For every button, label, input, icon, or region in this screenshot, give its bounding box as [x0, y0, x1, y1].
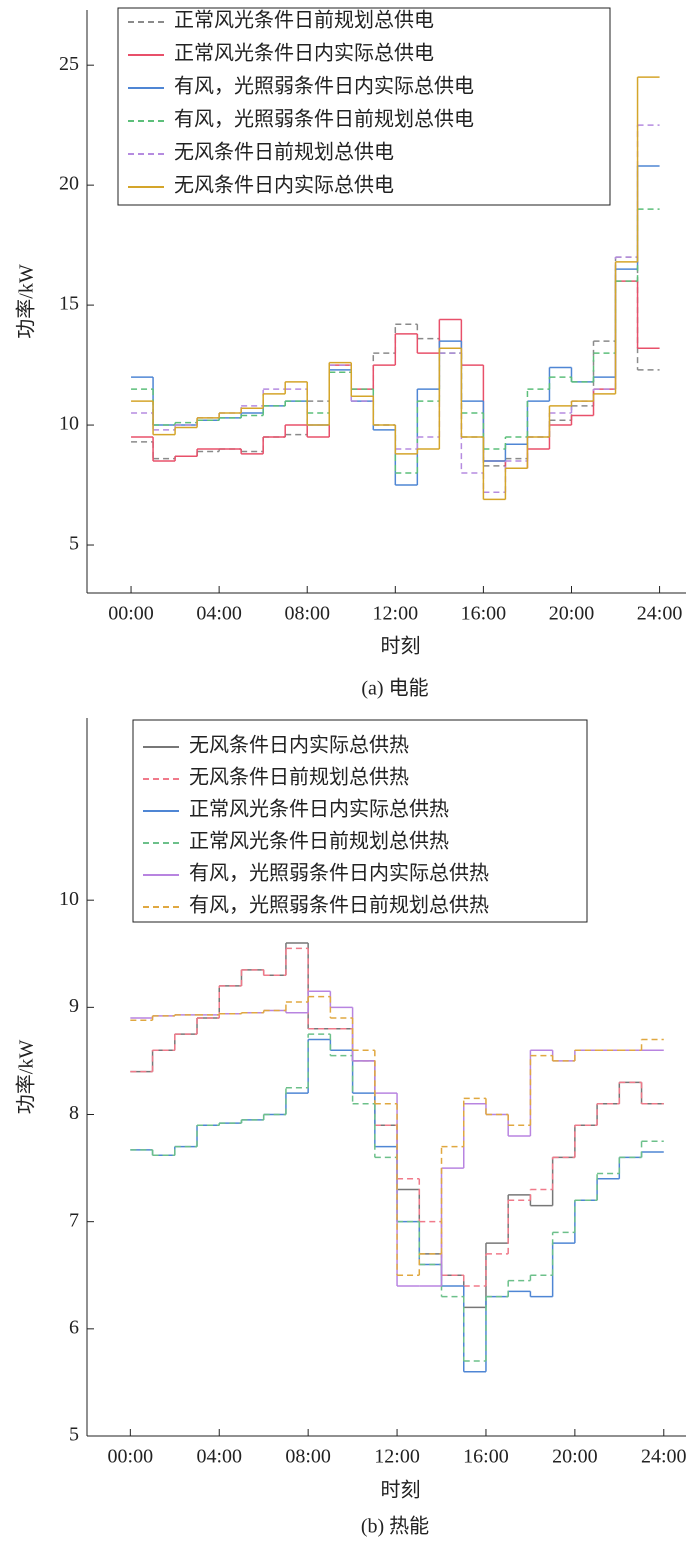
legend-label: 无风条件日内实际总供电 — [174, 174, 394, 197]
legend-label: 无风条件日内实际总供热 — [189, 734, 409, 757]
legend-label: 正常风光条件日内实际总供热 — [189, 798, 449, 821]
y-tick-label: 9 — [69, 995, 79, 1017]
x-tick-label: 24:00 — [641, 1446, 687, 1468]
x-axis-label: 时刻 — [381, 635, 421, 658]
x-tick-label: 08:00 — [284, 603, 330, 625]
x-tick-label: 16:00 — [461, 603, 507, 625]
x-tick-label: 12:00 — [374, 1446, 420, 1468]
x-tick-label: 12:00 — [373, 603, 419, 625]
y-tick-label: 5 — [69, 533, 79, 555]
legend-box — [132, 719, 588, 923]
x-tick-label: 20:00 — [552, 1446, 598, 1468]
x-tick-label: 16:00 — [463, 1446, 509, 1468]
y-tick-label: 7 — [69, 1209, 79, 1231]
x-tick-label: 24:00 — [637, 603, 683, 625]
legend-box — [117, 7, 611, 206]
x-tick-label: 00:00 — [108, 1446, 154, 1468]
y-tick-label: 6 — [69, 1316, 79, 1338]
legend-label: 无风条件日前规划总供热 — [189, 766, 409, 789]
y-tick-label: 8 — [69, 1102, 79, 1124]
legend-label: 有风，光照弱条件日内实际总供热 — [189, 862, 489, 885]
x-tick-label: 04:00 — [196, 1446, 242, 1468]
y-tick-label: 10 — [59, 888, 79, 910]
legend-label: 有风，光照弱条件日前规划总供电 — [174, 108, 474, 131]
y-tick-label: 20 — [59, 173, 79, 195]
caption: (a) 电能 — [361, 677, 428, 700]
y-axis-label: 功率/kW — [15, 1040, 38, 1115]
legend-label: 正常风光条件日前规划总供热 — [189, 830, 449, 853]
y-tick-label: 25 — [59, 53, 79, 75]
legend-label: 无风条件日前规划总供电 — [174, 141, 394, 164]
x-tick-label: 04:00 — [196, 603, 242, 625]
y-tick-label: 15 — [59, 293, 79, 315]
x-tick-label: 00:00 — [108, 603, 154, 625]
y-axis-label: 功率/kW — [15, 264, 38, 339]
legend-label: 有风，光照弱条件日内实际总供电 — [174, 75, 474, 98]
legend-label: 正常风光条件日前规划总供电 — [174, 9, 434, 32]
x-tick-label: 08:00 — [285, 1446, 331, 1468]
caption: (b) 热能 — [361, 1515, 429, 1538]
y-tick-label: 5 — [69, 1424, 79, 1446]
x-axis-label: 时刻 — [381, 1479, 421, 1502]
legend-label: 有风，光照弱条件日前规划总供热 — [189, 894, 489, 917]
x-tick-label: 20:00 — [549, 603, 595, 625]
legend-label: 正常风光条件日内实际总供电 — [174, 42, 434, 65]
y-tick-label: 10 — [59, 413, 79, 435]
